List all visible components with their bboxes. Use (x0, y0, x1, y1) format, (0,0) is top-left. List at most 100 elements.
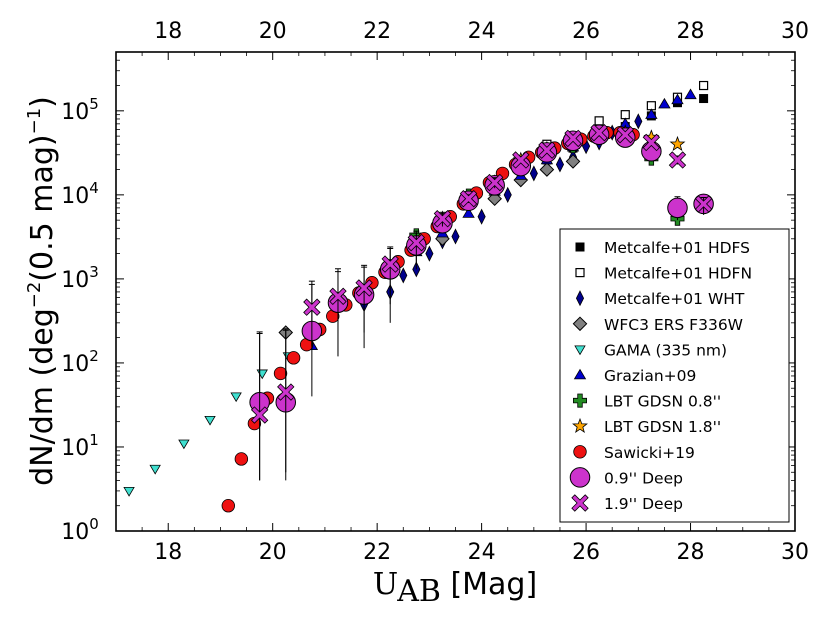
legend-marker (573, 368, 587, 380)
x-axis-label-sub: AB (396, 574, 441, 609)
data-point (616, 125, 634, 144)
data-point (529, 165, 538, 182)
y-tick-label: 104 (61, 179, 99, 209)
data-point (407, 233, 426, 252)
data-point (221, 499, 235, 513)
x-tick-label: 26 (572, 540, 600, 565)
series-group (123, 80, 714, 513)
data-point (286, 351, 301, 365)
x-tick-label: 22 (363, 540, 391, 565)
legend-marker (574, 345, 586, 356)
y-axis-label-part: (0.5 mag) (25, 134, 60, 281)
data-point (645, 108, 658, 119)
legend-marker (572, 316, 588, 332)
x-axis-label-unit: [Mag] (441, 567, 537, 602)
data-point (412, 261, 421, 278)
data-point (329, 287, 347, 306)
data-point (381, 255, 399, 273)
data-point (594, 116, 604, 126)
data-point (149, 464, 161, 475)
legend-label: LBT GDSN 0.8'' (604, 393, 721, 411)
data-point (459, 190, 478, 208)
data-point (425, 245, 434, 262)
x-tick-label: 24 (468, 540, 496, 565)
data-point (503, 186, 512, 203)
data-point (590, 123, 608, 142)
data-point (277, 383, 295, 401)
legend-label: LBT GDSN 1.8'' (604, 418, 721, 436)
data-point (512, 151, 530, 169)
legend-label: Metcalfe+01 WHT (604, 290, 745, 308)
legend-marker (575, 290, 585, 307)
y-tick-label: 101 (61, 431, 99, 461)
legend-marker (573, 445, 587, 459)
data-point (250, 406, 269, 424)
data-point (303, 298, 321, 316)
x-tick-label: 18 (154, 540, 182, 565)
chart-marks (123, 80, 714, 513)
data-point (684, 88, 697, 100)
legend-label: Sawicki+19 (604, 444, 695, 462)
data-point (698, 80, 709, 91)
data-point (565, 154, 581, 169)
data-point (539, 162, 555, 177)
legend-box (559, 228, 790, 523)
x-tick-label: 28 (677, 540, 705, 565)
data-point (538, 141, 556, 159)
legend-label: Metcalfe+01 HDFN (604, 265, 752, 283)
data-point (510, 155, 532, 177)
data-point (658, 97, 671, 109)
data-point (555, 156, 565, 173)
legend-marker (569, 467, 591, 488)
data-point (671, 93, 684, 105)
axes: 18 20 22 24 26 28 30 18 20 22 24 26 28 30 100 101 102 103… (61, 19, 809, 565)
legend-label: 1.9'' Deep (604, 495, 683, 513)
data-point (355, 279, 373, 297)
y-axis-label-part: dN/dm (deg (25, 308, 60, 486)
y-axis-label-exp2: −1 (24, 108, 45, 135)
x-top-tick-label: 20 (259, 19, 287, 44)
legend-marker (575, 242, 585, 252)
legend-label: Metcalfe+01 HDFS (604, 239, 750, 257)
data-point (123, 487, 135, 497)
legend-label: 0.9'' Deep (604, 469, 683, 487)
x-top-tick-label: 28 (677, 19, 705, 44)
x-top-tick-label: 26 (572, 19, 600, 44)
data-point (669, 135, 686, 152)
legend-marker (571, 494, 589, 512)
data-point (462, 207, 475, 218)
legend-label: GAMA (335 nm) (604, 341, 727, 359)
data-point (273, 366, 288, 381)
data-point (256, 369, 268, 380)
data-point (642, 133, 661, 152)
data-point (230, 392, 242, 403)
x-top-tick-label: 24 (468, 19, 496, 44)
legend-marker (575, 268, 585, 278)
x-axis-label: UAB [Mag] (373, 567, 537, 609)
data-point (433, 210, 452, 228)
x-axis-label-main: U (373, 567, 397, 602)
legend-marker (572, 417, 588, 433)
legend: Metcalfe+01 HDFS Metcalfe+01 HDFN Metcalfe… (559, 228, 790, 523)
y-axis-label-part: ) (25, 96, 60, 108)
data-point (477, 208, 486, 225)
x-top-tick-label: 18 (154, 19, 182, 44)
data-point (485, 173, 504, 192)
data-point (694, 195, 713, 213)
data-point (634, 113, 643, 130)
legend-label: Grazian+09 (604, 367, 696, 385)
data-point (451, 228, 460, 245)
series-4 (123, 352, 295, 497)
data-point (620, 110, 630, 120)
legend-label: WFC3 ERS F336W (604, 316, 743, 334)
data-point (564, 129, 582, 148)
y-tick-label: 105 (61, 95, 99, 125)
series-10 (250, 123, 713, 481)
x-tick-label: 30 (781, 540, 809, 565)
x-top-tick-label: 22 (363, 19, 391, 44)
x-top-tick-label: 30 (781, 19, 809, 44)
data-point (667, 197, 688, 219)
data-point (204, 415, 216, 426)
data-point (178, 439, 190, 450)
